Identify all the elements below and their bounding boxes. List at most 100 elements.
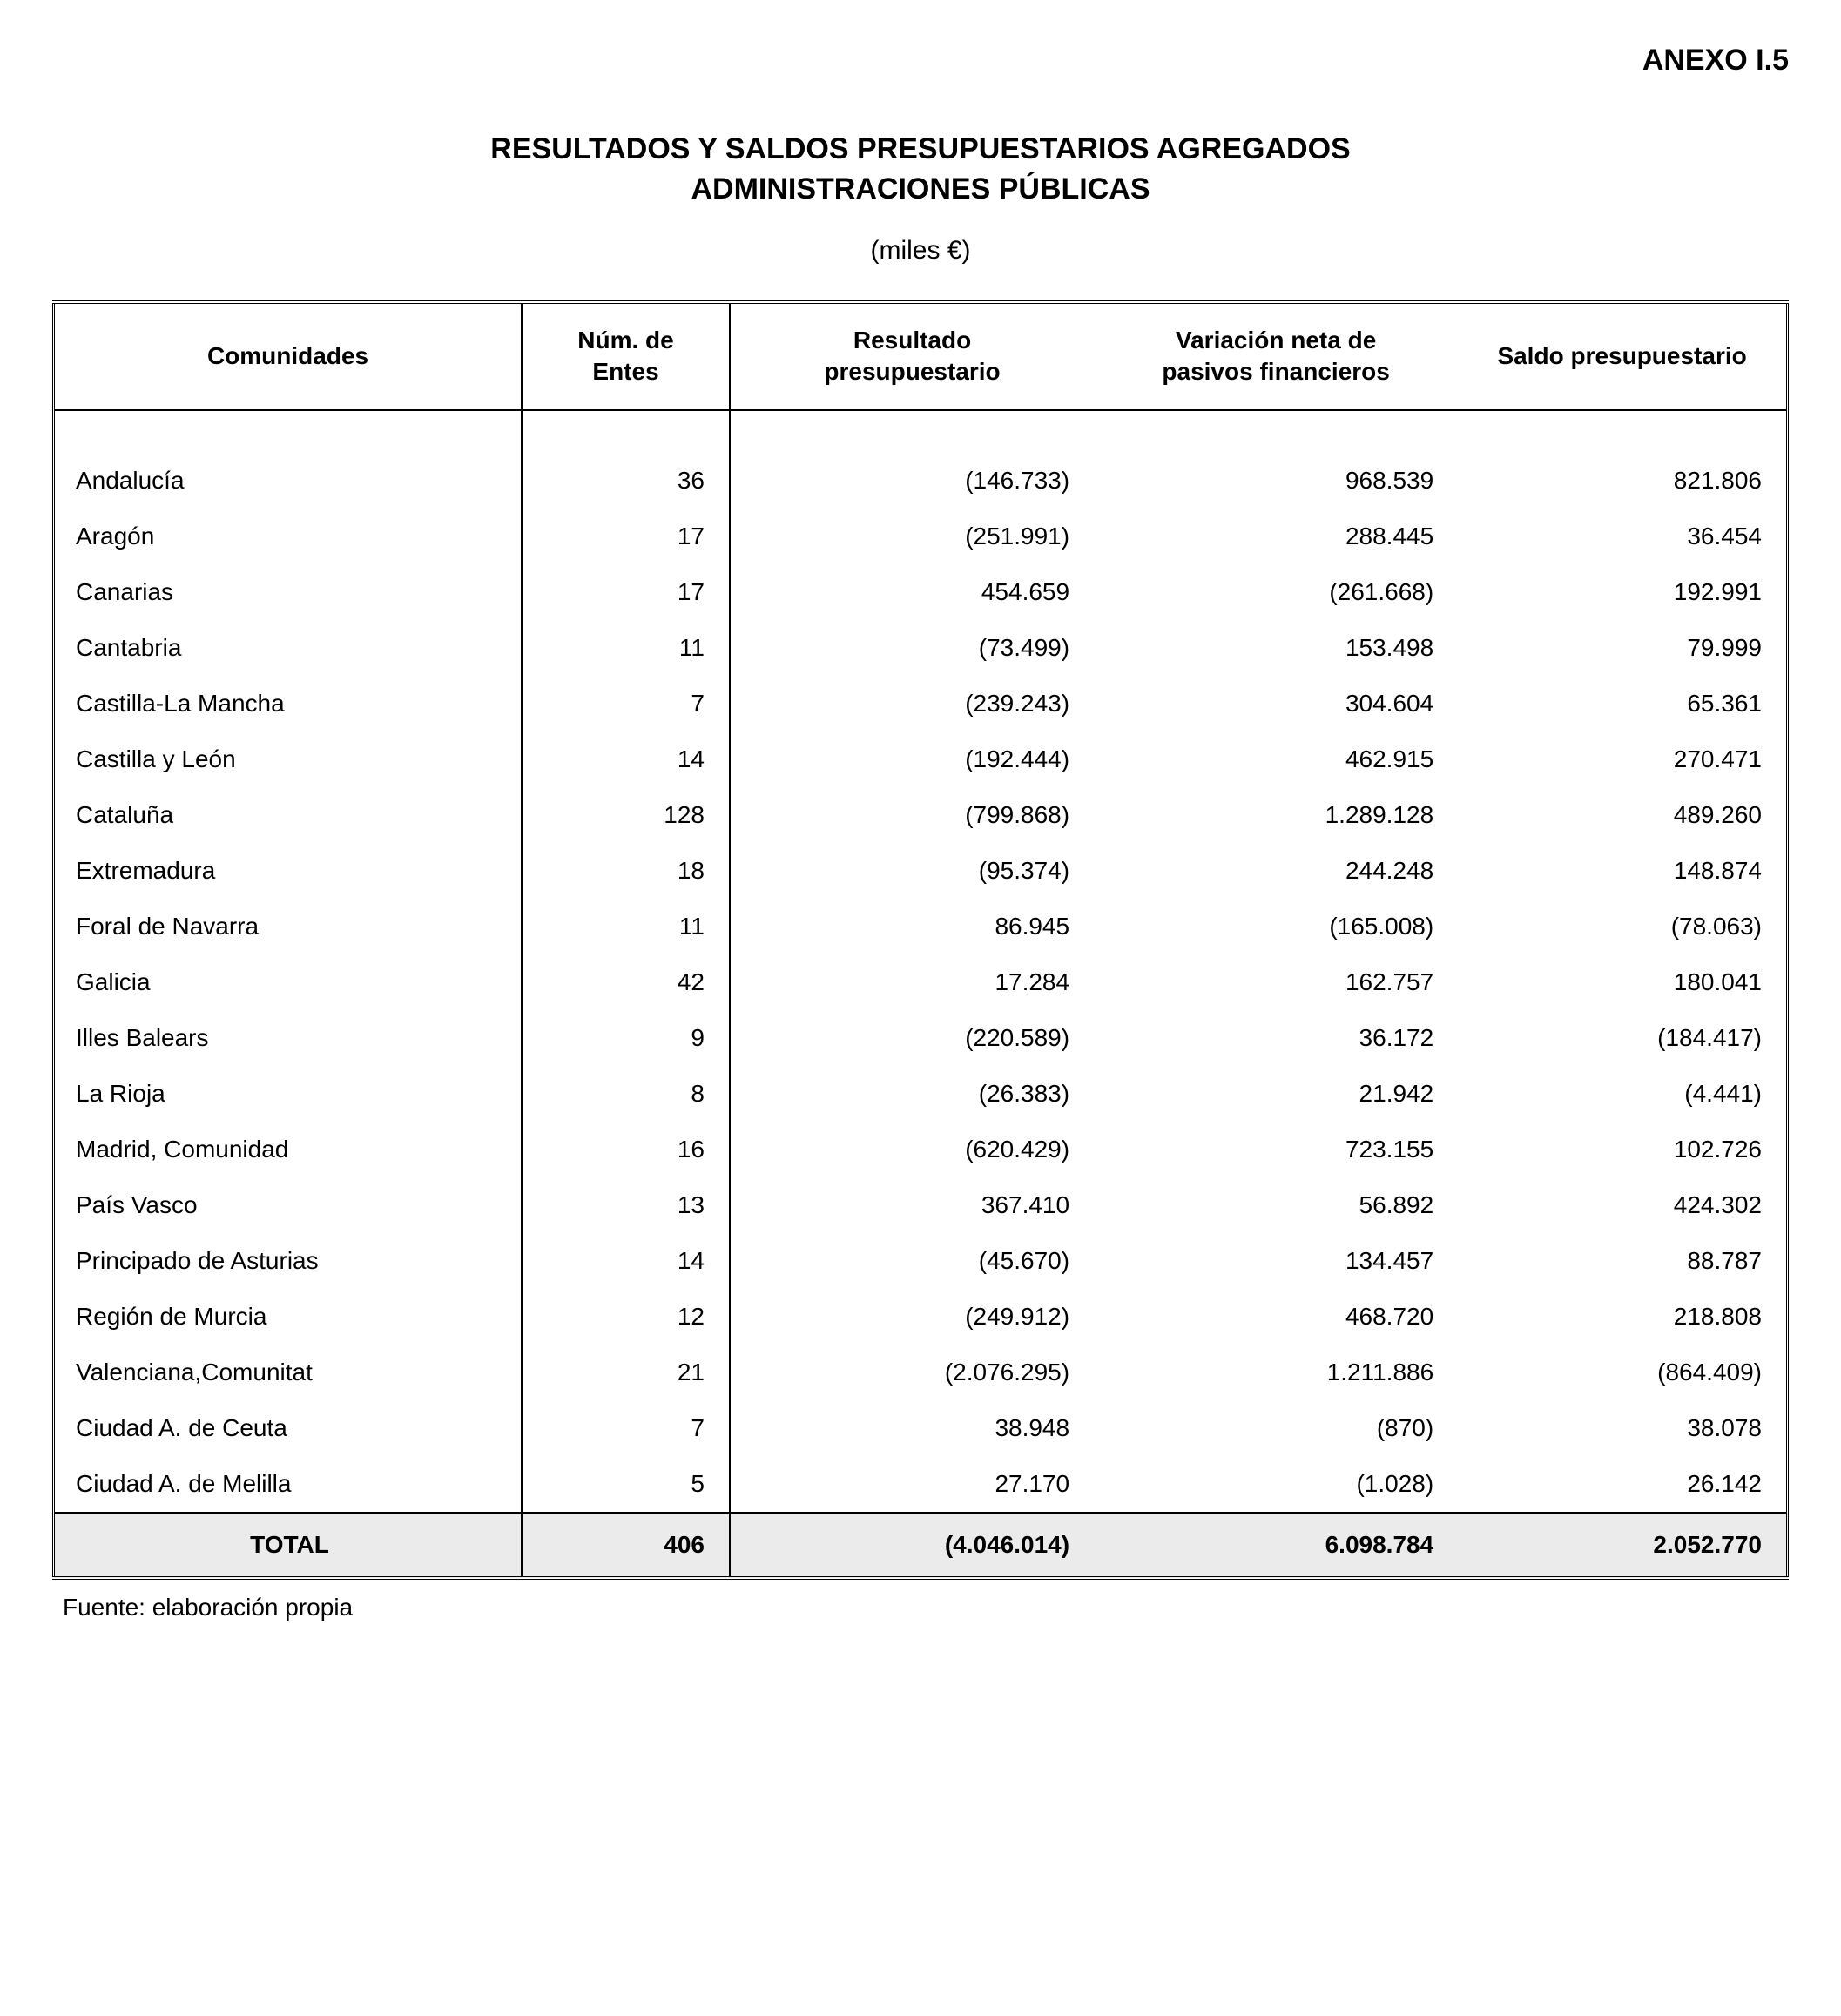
header-resultado-l2: presupuestario [824,358,1000,385]
table-spacer-row [54,410,1788,453]
header-resultado: Resultado presupuestario [730,302,1094,410]
saldo-cell: 821.806 [1458,453,1787,509]
table-row: Castilla-La Mancha7(239.243)304.60465.36… [54,676,1788,732]
variacion-cell: 162.757 [1094,954,1458,1010]
variacion-cell: (1.028) [1094,1456,1458,1513]
saldo-cell: 270.471 [1458,732,1787,787]
title-line-1: RESULTADOS Y SALDOS PRESUPUESTARIOS AGRE… [52,130,1789,170]
num-entes-cell: 21 [522,1345,730,1400]
variacion-cell: (261.668) [1094,564,1458,620]
resultado-cell: (2.076.295) [730,1345,1094,1400]
variacion-cell: (165.008) [1094,899,1458,954]
table-row: Galicia4217.284162.757180.041 [54,954,1788,1010]
resultado-cell: (799.868) [730,787,1094,843]
comunidad-cell: Madrid, Comunidad [54,1122,523,1177]
title-block: RESULTADOS Y SALDOS PRESUPUESTARIOS AGRE… [52,130,1789,210]
variacion-cell: 1.289.128 [1094,787,1458,843]
resultado-cell: 38.948 [730,1400,1094,1456]
num-entes-cell: 36 [522,453,730,509]
resultado-cell: (26.383) [730,1066,1094,1122]
table-row: Región de Murcia12(249.912)468.720218.80… [54,1289,1788,1345]
header-variacion: Variación neta de pasivos financieros [1094,302,1458,410]
comunidad-cell: País Vasco [54,1177,523,1233]
saldo-cell: (184.417) [1458,1010,1787,1066]
num-entes-cell: 14 [522,1233,730,1289]
saldo-cell: 218.808 [1458,1289,1787,1345]
comunidad-cell: Illes Balears [54,1010,523,1066]
table-row: Ciudad A. de Ceuta738.948(870)38.078 [54,1400,1788,1456]
header-num-entes: Núm. de Entes [522,302,730,410]
title-line-2: ADMINISTRACIONES PÚBLICAS [52,170,1789,210]
saldo-cell: 38.078 [1458,1400,1787,1456]
spacer-cell [522,410,730,453]
variacion-cell: 723.155 [1094,1122,1458,1177]
resultado-cell: (251.991) [730,509,1094,564]
total-variacion-cell: 6.098.784 [1094,1513,1458,1578]
resultado-cell: (239.243) [730,676,1094,732]
total-label-cell: TOTAL [54,1513,523,1578]
comunidad-cell: Ciudad A. de Melilla [54,1456,523,1513]
variacion-cell: 244.248 [1094,843,1458,899]
resultado-cell: 367.410 [730,1177,1094,1233]
resultado-cell: (192.444) [730,732,1094,787]
saldo-cell: 36.454 [1458,509,1787,564]
saldo-cell: 180.041 [1458,954,1787,1010]
num-entes-cell: 128 [522,787,730,843]
num-entes-cell: 12 [522,1289,730,1345]
resultado-cell: (249.912) [730,1289,1094,1345]
total-resultado-cell: (4.046.014) [730,1513,1094,1578]
variacion-cell: 1.211.886 [1094,1345,1458,1400]
saldo-cell: 192.991 [1458,564,1787,620]
comunidad-cell: Cantabria [54,620,523,676]
num-entes-cell: 42 [522,954,730,1010]
resultado-cell: 27.170 [730,1456,1094,1513]
variacion-cell: 462.915 [1094,732,1458,787]
resultado-cell: (45.670) [730,1233,1094,1289]
comunidad-cell: Cataluña [54,787,523,843]
num-entes-cell: 14 [522,732,730,787]
saldo-cell: (864.409) [1458,1345,1787,1400]
header-comunidades: Comunidades [54,302,523,410]
num-entes-cell: 8 [522,1066,730,1122]
comunidad-cell: Valenciana,Comunitat [54,1345,523,1400]
saldo-cell: 102.726 [1458,1122,1787,1177]
comunidad-cell: Galicia [54,954,523,1010]
table-row: País Vasco13367.41056.892424.302 [54,1177,1788,1233]
resultado-cell: (73.499) [730,620,1094,676]
table-row: Madrid, Comunidad16(620.429)723.155102.7… [54,1122,1788,1177]
table-row: Cataluña128(799.868)1.289.128489.260 [54,787,1788,843]
variacion-cell: 288.445 [1094,509,1458,564]
comunidad-cell: Andalucía [54,453,523,509]
num-entes-cell: 17 [522,509,730,564]
saldo-cell: 489.260 [1458,787,1787,843]
saldo-cell: 26.142 [1458,1456,1787,1513]
resultado-cell: (95.374) [730,843,1094,899]
saldo-cell: (78.063) [1458,899,1787,954]
table-row: Valenciana,Comunitat21(2.076.295)1.211.8… [54,1345,1788,1400]
variacion-cell: 56.892 [1094,1177,1458,1233]
resultado-cell: (220.589) [730,1010,1094,1066]
variacion-cell: (870) [1094,1400,1458,1456]
spacer-cell [54,410,523,453]
table-total-row: TOTAL406(4.046.014)6.098.7842.052.770 [54,1513,1788,1578]
saldo-cell: 79.999 [1458,620,1787,676]
total-saldo-cell: 2.052.770 [1458,1513,1787,1578]
resultado-cell: (620.429) [730,1122,1094,1177]
table-row: Andalucía36(146.733)968.539821.806 [54,453,1788,509]
saldo-cell: (4.441) [1458,1066,1787,1122]
table-row: Cantabria11(73.499)153.49879.999 [54,620,1788,676]
variacion-cell: 304.604 [1094,676,1458,732]
table-row: Principado de Asturias14(45.670)134.4578… [54,1233,1788,1289]
source-note: Fuente: elaboración propia [52,1594,1789,1622]
num-entes-cell: 18 [522,843,730,899]
table-row: Aragón17(251.991)288.44536.454 [54,509,1788,564]
table-row: Canarias17454.659(261.668)192.991 [54,564,1788,620]
num-entes-cell: 13 [522,1177,730,1233]
num-entes-cell: 16 [522,1122,730,1177]
variacion-cell: 36.172 [1094,1010,1458,1066]
budget-table: Comunidades Núm. de Entes Resultado pres… [52,300,1789,1580]
variacion-cell: 468.720 [1094,1289,1458,1345]
table-row: Illes Balears9(220.589)36.172(184.417) [54,1010,1788,1066]
table-row: Ciudad A. de Melilla527.170(1.028)26.142 [54,1456,1788,1513]
comunidad-cell: Extremadura [54,843,523,899]
